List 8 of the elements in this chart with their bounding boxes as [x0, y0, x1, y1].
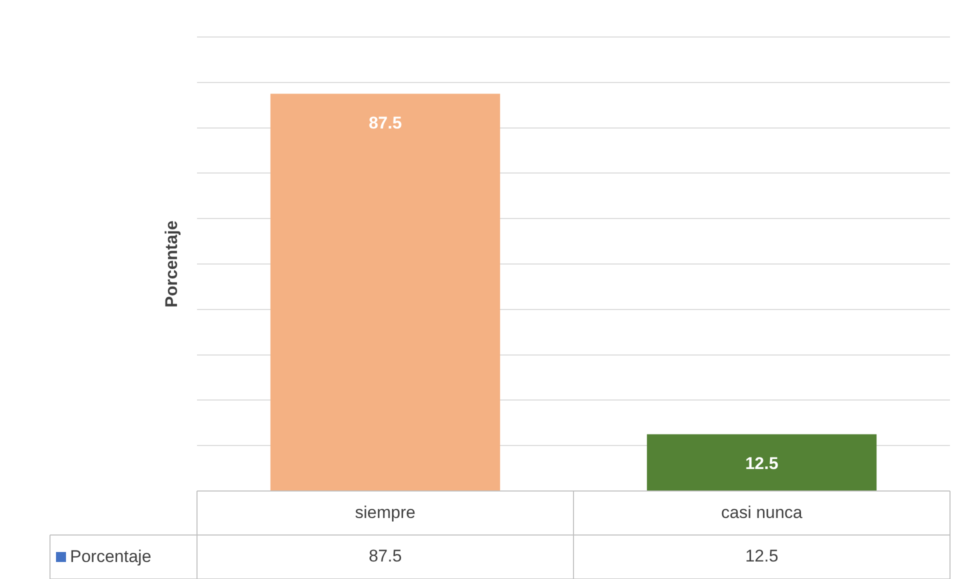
- text: 12.5: [745, 546, 778, 566]
- text: Porcentaje: [70, 547, 152, 567]
- text: 87.5: [368, 546, 402, 566]
- data-label: 12.5: [745, 454, 778, 473]
- x-tick-label: siempre: [355, 502, 416, 522]
- x-tick-label: casi nunca: [721, 502, 803, 522]
- data-label: 87.5: [368, 113, 402, 132]
- y-axis-title: Porcentaje: [162, 220, 181, 308]
